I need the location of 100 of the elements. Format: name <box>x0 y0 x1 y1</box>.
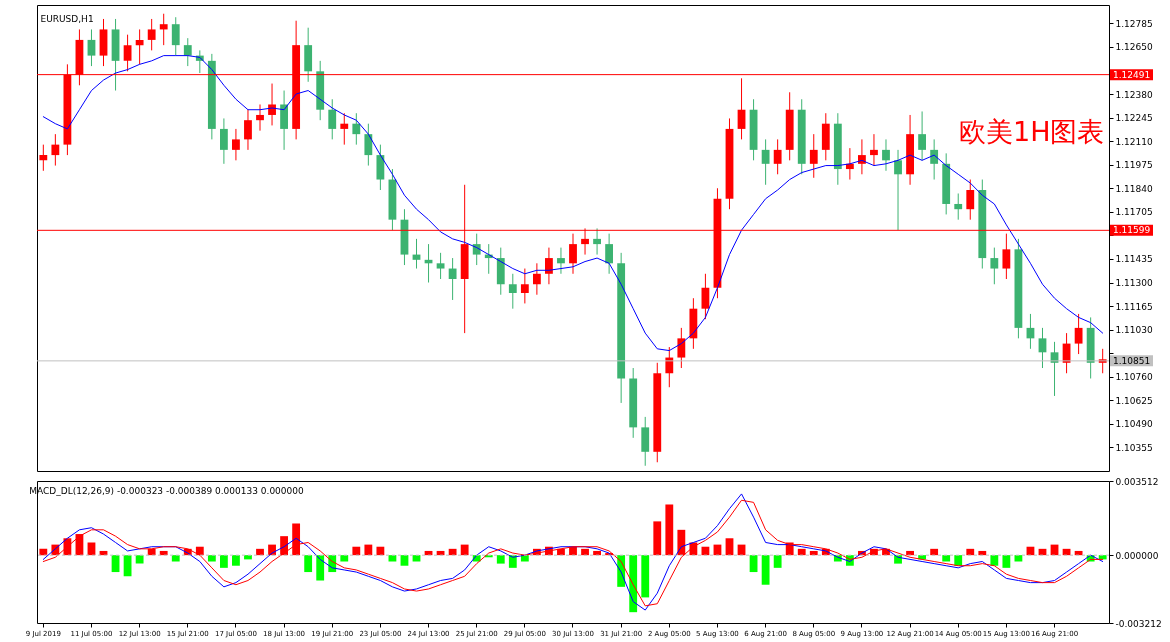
candlestick <box>520 268 529 304</box>
bar <box>207 555 216 562</box>
candlestick <box>773 138 782 175</box>
y-tick-label: -0.003212 <box>1115 618 1162 629</box>
bar <box>352 546 361 556</box>
bar <box>364 544 373 556</box>
candlestick <box>532 262 541 296</box>
bar <box>292 523 301 556</box>
bar <box>219 555 228 568</box>
bar <box>677 529 686 556</box>
bar <box>232 555 240 566</box>
candlestick <box>472 233 481 266</box>
bar <box>376 546 385 556</box>
candlestick <box>352 112 361 146</box>
bar <box>773 555 782 568</box>
bar <box>304 555 313 573</box>
bar <box>135 555 144 564</box>
candlestick <box>1074 313 1083 355</box>
bar <box>496 555 505 564</box>
candlestick <box>954 192 963 221</box>
bar <box>171 555 180 562</box>
bar <box>725 538 734 556</box>
bar <box>569 546 577 556</box>
bar <box>665 504 674 556</box>
candlestick <box>171 16 180 57</box>
bar <box>809 550 818 556</box>
y-tick-label: 1.12650 <box>1115 42 1153 53</box>
y-tick-label: 1.10625 <box>1115 395 1153 406</box>
candlestick <box>593 227 601 256</box>
bar <box>87 542 96 556</box>
candlestick <box>894 149 902 231</box>
candlestick <box>918 110 927 161</box>
bar <box>39 548 48 556</box>
bar <box>340 555 349 562</box>
bar <box>159 550 168 556</box>
text: EURUSD,H1 <box>40 14 94 24</box>
candlestick <box>990 247 999 285</box>
ref-line-label: 1.12491 <box>1113 69 1151 80</box>
candlestick <box>569 233 577 275</box>
ref-line-label: 1.11599 <box>1113 225 1151 236</box>
bar <box>316 555 325 581</box>
bar <box>761 555 770 585</box>
bar <box>930 548 939 556</box>
candlestick <box>930 138 939 181</box>
annotation: 欧美1H图表 <box>959 116 1105 147</box>
bar <box>1002 555 1011 568</box>
bar <box>460 544 469 556</box>
candlestick <box>219 117 228 165</box>
candlestick <box>882 138 890 172</box>
bar <box>906 550 914 556</box>
bar <box>581 548 589 556</box>
y-tick-label: 0.000000 <box>1115 550 1159 561</box>
bar <box>256 548 264 556</box>
bar <box>593 550 601 556</box>
y-tick-label: 1.12245 <box>1115 113 1153 124</box>
candlestick <box>51 133 60 167</box>
y-tick-label: 1.10490 <box>1115 419 1153 430</box>
candlestick <box>159 13 168 46</box>
candlestick <box>256 103 264 132</box>
candlestick <box>244 109 252 151</box>
candlestick <box>1002 233 1011 280</box>
y-tick-label: 1.11435 <box>1115 254 1153 265</box>
candlestick <box>328 98 337 140</box>
candlestick <box>364 123 373 167</box>
bar <box>942 555 951 562</box>
bar <box>978 550 987 556</box>
bar <box>1014 555 1023 562</box>
bar <box>653 521 662 556</box>
candlestick <box>123 34 132 72</box>
y-tick-label: 1.11975 <box>1115 160 1153 171</box>
y-tick-label: 1.12380 <box>1115 89 1153 100</box>
y-tick-label: 1.10760 <box>1115 372 1153 383</box>
y-tick-label: 1.11300 <box>1115 278 1153 289</box>
candlestick <box>340 112 349 146</box>
y-tick-label: 1.12110 <box>1115 136 1153 147</box>
bar <box>412 555 421 562</box>
candlestick <box>39 144 48 172</box>
y-tick-label: 1.11840 <box>1115 183 1153 194</box>
bar <box>388 555 397 562</box>
candlestick <box>557 247 565 275</box>
candlestick <box>436 252 445 280</box>
candlestick <box>761 138 770 186</box>
bar <box>797 548 806 556</box>
bar <box>785 542 794 556</box>
candlestick <box>183 37 192 67</box>
bar <box>1074 550 1083 556</box>
candlestick <box>147 18 156 51</box>
candlestick <box>135 28 144 65</box>
y-tick-label: 1.10355 <box>1115 442 1153 453</box>
y-tick-label: 0.003512 <box>1115 476 1159 487</box>
y-tick-label: 1.11030 <box>1115 325 1153 336</box>
candlestick <box>268 83 276 126</box>
candlestick <box>1038 327 1047 369</box>
candlestick <box>677 327 686 369</box>
candlestick <box>232 128 240 161</box>
candlestick <box>448 257 457 301</box>
candlestick <box>508 273 517 310</box>
candlestick <box>966 179 975 221</box>
candlestick <box>605 233 614 275</box>
y-tick-label: 1.11165 <box>1115 301 1153 312</box>
